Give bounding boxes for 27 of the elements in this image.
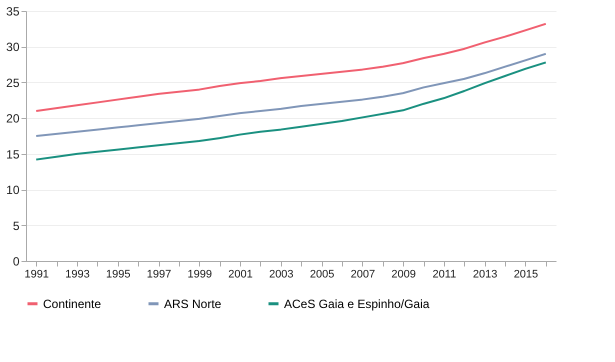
y-tick-label: 30 bbox=[6, 40, 20, 54]
x-tick-label: 2009 bbox=[391, 268, 416, 280]
y-tick-label: 15 bbox=[6, 147, 20, 162]
y-tick-label: 35 bbox=[6, 4, 20, 18]
line-series bbox=[35, 61, 547, 161]
x-tick-label: 1997 bbox=[146, 268, 172, 280]
x-tick-label: 1993 bbox=[65, 268, 90, 280]
x-tick-label: 1999 bbox=[188, 268, 212, 280]
y-tick-label: 10 bbox=[6, 183, 20, 198]
y-tick-label: 25 bbox=[6, 76, 20, 90]
x-tick-label: 2001 bbox=[228, 268, 253, 280]
x-tick-label: 1995 bbox=[106, 268, 130, 280]
x-tick-label: 2011 bbox=[432, 268, 456, 280]
x-tick-label: 1991 bbox=[24, 268, 49, 280]
x-tick-label: 2005 bbox=[310, 268, 334, 280]
y-tick-label: 0 bbox=[12, 254, 20, 268]
line-series bbox=[35, 22, 547, 112]
line-series bbox=[35, 52, 547, 137]
x-tick-label: 2003 bbox=[269, 268, 294, 280]
legend-label: ARS Norte bbox=[164, 296, 222, 311]
y-tick-label: 20 bbox=[6, 112, 20, 126]
x-tick-label: 2007 bbox=[350, 268, 376, 280]
y-tick-label: 5 bbox=[12, 218, 20, 233]
legend-label: Continente bbox=[43, 296, 102, 311]
x-tick-label: 2015 bbox=[514, 268, 538, 280]
legend-label: ACeS Gaia e Espinho/Gaia bbox=[284, 296, 430, 311]
x-tick-label: 2013 bbox=[472, 268, 498, 280]
